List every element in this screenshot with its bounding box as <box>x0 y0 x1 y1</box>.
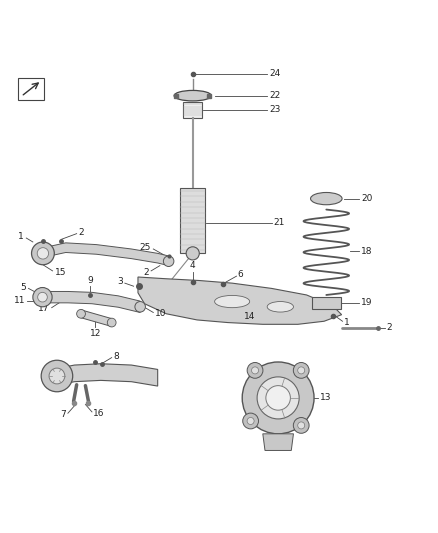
Text: 21: 21 <box>274 218 285 227</box>
Ellipse shape <box>267 302 293 312</box>
Text: 2: 2 <box>78 228 84 237</box>
Text: 12: 12 <box>90 329 101 338</box>
Text: 6: 6 <box>238 270 244 279</box>
Text: 11: 11 <box>14 296 25 305</box>
Text: 20: 20 <box>361 194 373 203</box>
Polygon shape <box>53 364 158 386</box>
Bar <box>180 188 205 253</box>
Text: 4: 4 <box>190 261 195 270</box>
Text: 14: 14 <box>244 312 255 321</box>
Text: 23: 23 <box>269 105 281 114</box>
Text: 19: 19 <box>361 298 373 308</box>
Bar <box>183 102 202 118</box>
Ellipse shape <box>311 192 342 205</box>
Circle shape <box>293 362 309 378</box>
Text: 25: 25 <box>140 243 151 252</box>
Circle shape <box>38 292 47 302</box>
Circle shape <box>49 368 65 384</box>
Circle shape <box>32 242 54 265</box>
Polygon shape <box>263 434 293 450</box>
Polygon shape <box>42 292 140 312</box>
Circle shape <box>247 362 263 378</box>
Polygon shape <box>81 310 112 327</box>
Text: 1: 1 <box>344 318 350 327</box>
Text: 22: 22 <box>269 91 281 100</box>
Circle shape <box>298 367 305 374</box>
Circle shape <box>257 377 299 419</box>
Circle shape <box>107 318 116 327</box>
Circle shape <box>163 256 174 266</box>
Text: 9: 9 <box>87 276 93 285</box>
Bar <box>312 297 341 309</box>
Text: 18: 18 <box>361 247 373 256</box>
Polygon shape <box>42 243 169 265</box>
Text: 15: 15 <box>55 268 66 277</box>
Circle shape <box>186 247 199 260</box>
Text: 2: 2 <box>143 268 149 277</box>
Text: 2: 2 <box>387 324 392 332</box>
Text: 5: 5 <box>21 282 26 292</box>
Circle shape <box>242 362 314 434</box>
Ellipse shape <box>215 295 250 308</box>
Text: 13: 13 <box>320 393 332 402</box>
Text: 1: 1 <box>18 232 24 241</box>
Circle shape <box>37 248 49 259</box>
Circle shape <box>135 302 145 312</box>
Text: 7: 7 <box>60 410 66 419</box>
Text: 8: 8 <box>113 352 119 361</box>
Circle shape <box>298 422 305 429</box>
Circle shape <box>41 360 73 392</box>
Circle shape <box>77 310 85 318</box>
Text: 24: 24 <box>269 69 281 78</box>
Ellipse shape <box>174 91 211 101</box>
Circle shape <box>33 287 52 307</box>
Text: 16: 16 <box>93 409 105 418</box>
Text: 3: 3 <box>117 277 123 286</box>
Circle shape <box>266 386 290 410</box>
Circle shape <box>247 417 254 424</box>
Polygon shape <box>138 277 342 324</box>
Circle shape <box>251 367 258 374</box>
Circle shape <box>293 417 309 433</box>
Text: 10: 10 <box>155 309 166 318</box>
Text: 17: 17 <box>38 304 49 313</box>
Circle shape <box>243 413 258 429</box>
